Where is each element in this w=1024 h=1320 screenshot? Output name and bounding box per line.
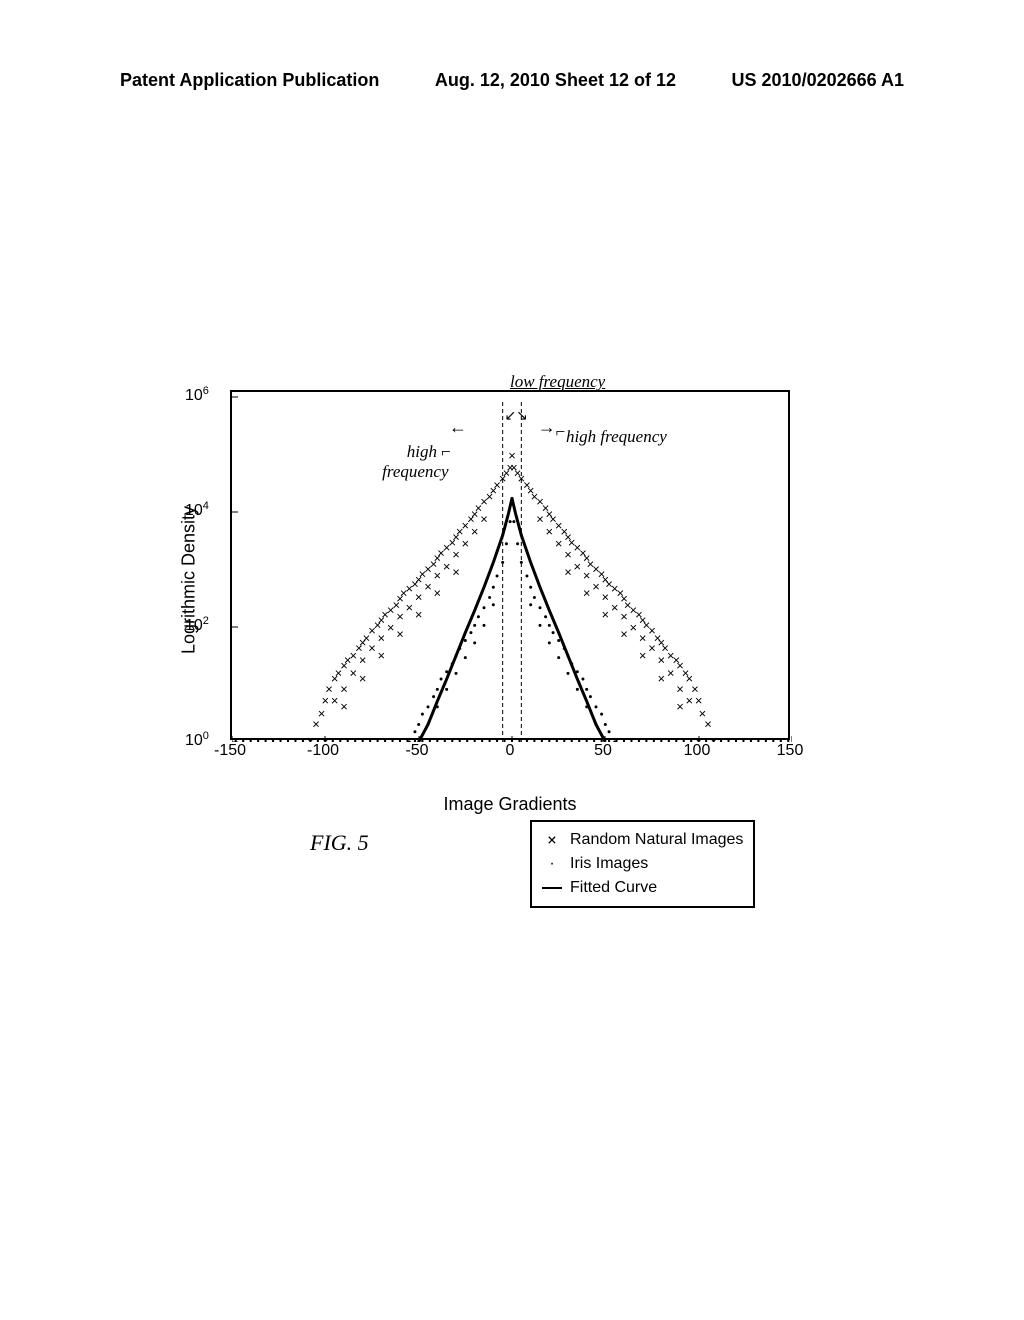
legend-marker-line-icon xyxy=(542,887,562,889)
svg-text:×: × xyxy=(415,590,423,605)
svg-text:×: × xyxy=(434,568,442,583)
svg-text:×: × xyxy=(676,681,684,696)
svg-text:×: × xyxy=(378,648,386,663)
svg-text:×: × xyxy=(602,590,610,605)
svg-text:×: × xyxy=(546,524,554,539)
x-tick: 150 xyxy=(777,742,804,790)
y-tick: 104 xyxy=(185,500,209,520)
svg-text:×: × xyxy=(620,609,628,624)
plot-area: ××××××××××××××××××××××××××××××××××××××××… xyxy=(230,390,790,740)
svg-text:×: × xyxy=(480,512,488,527)
svg-text:×: × xyxy=(340,699,348,714)
svg-text:×: × xyxy=(686,693,694,708)
chart-container: Logrithmic Density ×××××××××××××××××××××… xyxy=(150,380,800,780)
svg-text:×: × xyxy=(658,671,666,686)
annotation-high-frequency-right: ⌐high frequency xyxy=(554,427,666,447)
legend-item-fitted: Fitted Curve xyxy=(542,876,743,900)
svg-text:×: × xyxy=(667,665,675,680)
svg-text:×: × xyxy=(658,652,666,667)
svg-text:×: × xyxy=(415,607,423,622)
x-axis-label: Image Gradients xyxy=(443,794,576,815)
svg-text:×: × xyxy=(350,665,358,680)
svg-text:×: × xyxy=(564,547,572,562)
x-tick: -50 xyxy=(405,742,428,790)
svg-text:×: × xyxy=(574,559,582,574)
chart-svg: ××××××××××××××××××××××××××××××××××××××××… xyxy=(232,392,792,742)
svg-text:×: × xyxy=(318,706,326,721)
svg-text:×: × xyxy=(331,693,339,708)
legend-item-random: × Random Natural Images xyxy=(542,828,743,852)
svg-text:×: × xyxy=(359,671,367,686)
svg-text:×: × xyxy=(555,536,563,551)
svg-text:×: × xyxy=(359,652,367,667)
x-tick: -150 xyxy=(214,742,246,790)
annotation-high-frequency-left: high⌐frequency xyxy=(382,442,448,482)
document-header: Patent Application Publication Aug. 12, … xyxy=(0,70,1024,91)
svg-text:×: × xyxy=(396,609,404,624)
svg-text:×: × xyxy=(396,626,404,641)
x-tick: 50 xyxy=(594,742,612,790)
svg-text:×: × xyxy=(471,524,479,539)
x-tick: 0 xyxy=(506,742,515,790)
svg-text:×: × xyxy=(648,641,656,656)
svg-text:×: × xyxy=(452,565,460,580)
svg-text:×: × xyxy=(676,699,684,714)
svg-text:×: × xyxy=(592,579,600,594)
peak-marker-icon: ↙↘ xyxy=(504,407,527,424)
svg-text:×: × xyxy=(406,600,414,615)
svg-text:×: × xyxy=(462,536,470,551)
svg-text:×: × xyxy=(340,681,348,696)
y-tick: 106 xyxy=(185,385,209,405)
header-middle: Aug. 12, 2010 Sheet 12 of 12 xyxy=(435,70,676,91)
svg-text:×: × xyxy=(368,641,376,656)
header-left: Patent Application Publication xyxy=(120,70,379,91)
svg-text:×: × xyxy=(443,559,451,574)
svg-text:×: × xyxy=(536,512,544,527)
svg-text:×: × xyxy=(434,586,442,601)
legend-marker-x-icon: × xyxy=(542,828,562,852)
header-right: US 2010/0202666 A1 xyxy=(732,70,904,91)
x-tick: 100 xyxy=(684,742,711,790)
legend-label: Random Natural Images xyxy=(570,828,743,852)
figure-caption: FIG. 5 xyxy=(310,830,369,856)
svg-text:×: × xyxy=(378,630,386,645)
legend-box: × Random Natural Images · Iris Images Fi… xyxy=(530,820,755,908)
svg-text:×: × xyxy=(583,568,591,583)
legend-label: Fitted Curve xyxy=(570,876,657,900)
svg-text:×: × xyxy=(602,607,610,622)
svg-text:×: × xyxy=(452,547,460,562)
legend-marker-dot-icon: · xyxy=(542,852,562,876)
svg-text:×: × xyxy=(387,620,395,635)
annotation-low-frequency: low frequency xyxy=(510,372,605,392)
svg-text:×: × xyxy=(611,600,619,615)
svg-text:×: × xyxy=(620,626,628,641)
arrow-left-icon: ← xyxy=(449,417,467,438)
legend-item-iris: · Iris Images xyxy=(542,852,743,876)
svg-text:×: × xyxy=(630,620,638,635)
svg-text:×: × xyxy=(639,648,647,663)
svg-text:×: × xyxy=(639,630,647,645)
legend-label: Iris Images xyxy=(570,852,648,876)
x-tick: -100 xyxy=(307,742,339,790)
y-tick: 100 xyxy=(185,730,209,750)
arrow-right-icon: → xyxy=(538,417,556,438)
svg-text:×: × xyxy=(564,565,572,580)
svg-text:×: × xyxy=(704,716,712,731)
svg-text:×: × xyxy=(424,579,432,594)
y-tick: 102 xyxy=(185,615,209,635)
svg-text:×: × xyxy=(583,586,591,601)
